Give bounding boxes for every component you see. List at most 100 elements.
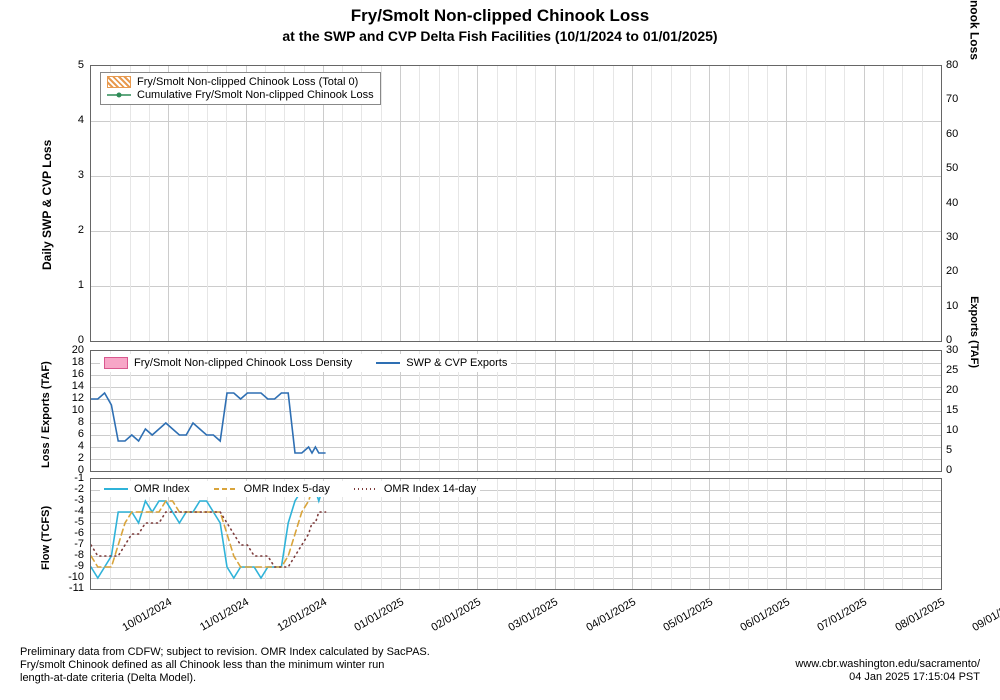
grid-line [593,66,594,341]
axis-tick: 60 [946,128,958,140]
x-axis-tick: 06/01/2025 [717,596,792,646]
axis-tick: -1 [44,472,84,484]
axis-tick: 14 [44,380,84,392]
footer-line: Preliminary data from CDFW; subject to r… [20,646,430,659]
axis-tick: -11 [44,582,84,594]
grid-line [188,66,189,341]
axis-tick: 16 [44,368,84,380]
grid-line [535,66,536,341]
grid-line [130,66,131,341]
x-axis-tick: 08/01/2025 [871,596,946,646]
axis-tick: 20 [946,384,958,396]
axis-tick: 12 [44,392,84,404]
axis-tick: 40 [946,197,958,209]
axis-tick: 15 [946,404,958,416]
grid-line [323,66,324,341]
panel2-ylabel-right: Exports (TAF) [968,296,980,368]
exports-line [91,393,326,453]
grid-line [304,66,305,341]
grid-line [632,66,633,341]
legend-label: OMR Index 14-day [384,483,476,495]
axis-tick: 18 [44,356,84,368]
axis-tick: 1 [44,279,84,291]
axis-tick: 10 [44,404,84,416]
grid-line [864,66,865,341]
axis-tick: 50 [946,162,958,174]
grid-line [825,66,826,341]
grid-line [458,66,459,341]
axis-tick: 2 [44,224,84,236]
x-axis-tick: 02/01/2025 [408,596,483,646]
grid-line [381,66,382,341]
legend-label: SWP & CVP Exports [406,357,507,369]
grid-line [419,66,420,341]
axis-tick: -5 [44,516,84,528]
axis-tick: -7 [44,538,84,550]
axis-tick: -4 [44,505,84,517]
grid-line [883,66,884,341]
grid-line [265,66,266,341]
grid-line [497,66,498,341]
omr5-line [91,490,326,567]
legend-label: OMR Index [134,483,190,495]
legend-label: Cumulative Fry/Smolt Non-clipped Chinook… [137,89,374,101]
grid-line [690,66,691,341]
axis-tick: 6 [44,428,84,440]
axis-tick: 25 [946,364,958,376]
grid-line [149,66,150,341]
grid-line [361,66,362,341]
chart-subtitle: at the SWP and CVP Delta Fish Facilities… [0,28,1000,44]
axis-tick: 5 [44,59,84,71]
axis-tick: -9 [44,560,84,572]
panel2-legend: Fry/Smolt Non-clipped Chinook Loss Densi… [100,354,511,372]
grid-line [477,66,478,341]
grid-line [651,66,652,341]
footer-line: Fry/smolt Chinook defined as all Chinook… [20,659,430,672]
panel-daily-loss [90,65,942,342]
grid-line [574,66,575,341]
grid-line [671,66,672,341]
axis-tick: 4 [44,114,84,126]
axis-tick: 80 [946,59,958,71]
x-axis-tick: 04/01/2025 [562,596,637,646]
grid-line [400,66,401,341]
grid-line [767,66,768,341]
legend-label: Fry/Smolt Non-clipped Chinook Loss Densi… [134,357,352,369]
x-axis-tick: 12/01/2024 [253,596,328,646]
grid-line [246,66,247,341]
x-axis-tick: 10/01/2024 [99,596,174,646]
x-axis-tick: 01/01/2025 [331,596,406,646]
grid-line [748,66,749,341]
x-axis-tick: 09/01/2025 [949,596,1000,646]
axis-tick: 3 [44,169,84,181]
axis-tick: -8 [44,549,84,561]
grid-line [110,66,111,341]
axis-tick: -10 [44,571,84,583]
grid-line [342,66,343,341]
panel3-legend: OMR Index OMR Index 5-day OMR Index 14-d… [100,481,480,497]
footer-left: Preliminary data from CDFW; subject to r… [20,646,430,686]
panel1-ylabel-left: Daily SWP & CVP Loss [40,140,54,270]
grid-line [844,66,845,341]
grid-line [207,66,208,341]
axis-tick: -2 [44,483,84,495]
axis-tick: 4 [44,440,84,452]
grid-line [555,66,556,341]
omr-line [91,490,326,578]
footer-url: www.cbr.washington.edu/sacramento/ [795,658,980,671]
chart-title: Fry/Smolt Non-clipped Chinook Loss [0,6,1000,26]
axis-tick: 5 [946,444,952,456]
footer-right: www.cbr.washington.edu/sacramento/ 04 Ja… [795,658,980,684]
grid-line [516,66,517,341]
grid-line [922,66,923,341]
grid-line [806,66,807,341]
grid-line [709,66,710,341]
x-axis-tick: 05/01/2025 [640,596,715,646]
grid-line [786,66,787,341]
legend-label: Fry/Smolt Non-clipped Chinook Loss (Tota… [137,76,358,88]
axis-tick: 30 [946,231,958,243]
grid-line [226,66,227,341]
axis-tick: 0 [946,464,952,476]
axis-tick: -3 [44,494,84,506]
legend-label: OMR Index 5-day [244,483,330,495]
